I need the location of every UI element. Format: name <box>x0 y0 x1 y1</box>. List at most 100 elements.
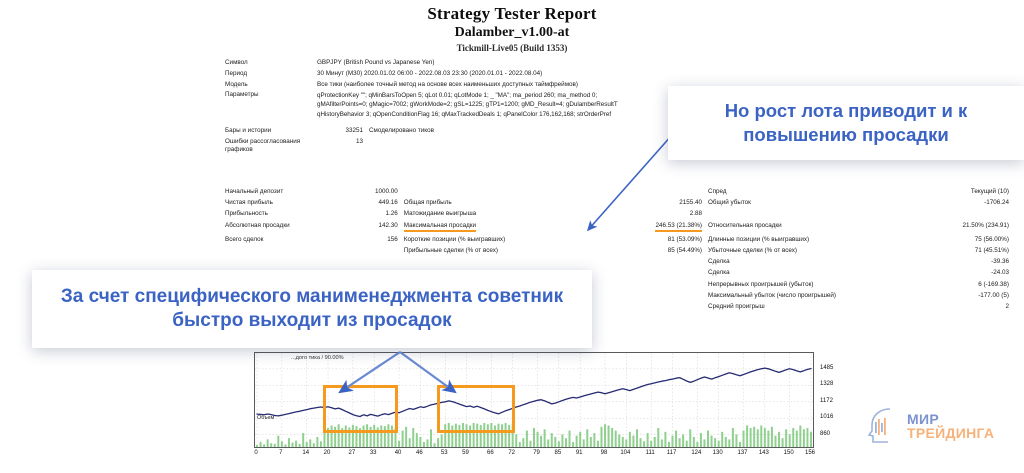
stat-label-profit-trades: Прибыльные сделки (% от всех) <box>403 247 498 255</box>
x-tick-label: 53 <box>440 450 448 456</box>
y-tick-label: 1485 <box>820 364 834 371</box>
y-tick-label: 1016 <box>820 414 834 421</box>
info-label-ticks: Смоделировано тиков <box>369 127 434 135</box>
table-row: Параметры qProtectionKey ""; qMinBarsToO… <box>222 90 882 120</box>
stat-label-average-loss: Средний проигрыш <box>708 302 765 310</box>
stat-label-maximal-loss: Максимальный убыток (число проигрышей) <box>708 291 837 299</box>
logo-line-1: МИР <box>907 410 939 427</box>
stat-label-long-positions: Длинные позиции (% выигравших) <box>708 235 810 243</box>
table-row: Абсолютная просадки 142.30 Максимальная … <box>222 220 1012 234</box>
report-title: Strategy Tester Report <box>427 4 597 23</box>
stat-value-trade-2: -24.03 <box>991 269 1009 277</box>
x-tick-label: 14 <box>302 450 310 456</box>
stat-label-total-trades: Всего сделок <box>225 235 264 243</box>
table-row: Ошибки рассогласования графиков 13 <box>222 137 882 155</box>
stat-value-net-profit: 449.16 <box>378 199 398 207</box>
annotation-callout-left: За счет специфического манименеджмента с… <box>32 270 592 348</box>
stat-label-spread: Спред <box>708 188 727 196</box>
stat-label-blank-5 <box>222 245 337 256</box>
x-tick-label: 7 <box>279 450 283 456</box>
logo-text: МИР ТРЕЙДИНГА <box>907 410 995 441</box>
chart-plot-area: ...дого тика / 90.00% Объем <box>254 352 814 448</box>
table-row: Сделка -39.36 <box>222 256 1012 267</box>
maximal-drawdown-value: 246.53 (21.38%) <box>655 222 703 232</box>
info-label-symbol: Символ <box>225 59 248 67</box>
info-label-model: Модель <box>225 80 248 88</box>
head-profile-icon <box>867 408 891 443</box>
info-label-errors: Ошибки рассогласования графиков <box>225 138 301 153</box>
chart-x-axis: 0 7 14 20 27 33 40 46 53 59 66 72 79 85 91 98 104 111 117 1… <box>254 449 816 463</box>
stat-label-initial-deposit: Начальный депозит <box>225 188 284 196</box>
stat-value-profit-trades: 85 (54.49%) <box>667 247 703 255</box>
stat-value-long-positions: 75 (56.00%) <box>974 235 1009 243</box>
x-tick-label: 59 <box>462 450 469 456</box>
stat-label-maximal-drawdown: Максимальная просадки <box>401 220 601 234</box>
params-line-3: qHistoryBehavior 3; qOpenConditionFlag 1… <box>317 110 612 118</box>
logo-line-2: ТРЕЙДИНГА <box>907 425 995 441</box>
table-row: Непрерывных проигрышей (убыток) 6 (-169.… <box>222 279 1012 290</box>
info-value-params: qProtectionKey ""; qMinBarsToOpen 5; qLo… <box>314 90 882 120</box>
chart-canvas <box>255 353 813 447</box>
chart-y-axis: 860 1016 1172 1328 1485 <box>818 352 852 448</box>
table-row: Средний проигрыш 2 <box>222 301 1012 312</box>
stat-value-blank-9b <box>601 290 705 301</box>
stat-value-gross-loss: -1706.24 <box>984 199 1009 207</box>
info-label-period: Период <box>225 70 248 78</box>
stat-value-consecutive-losses: 6 (-169.38) <box>978 280 1009 288</box>
stat-value-trade-1: -39.36 <box>991 258 1009 266</box>
table-row: Символ GBPJPY (British Pound vs Japanese… <box>222 58 882 69</box>
x-tick-label: 66 <box>487 450 494 456</box>
stat-label-gross-profit: Общая прибыль <box>403 199 452 207</box>
stat-label-blank-6 <box>222 256 337 267</box>
table-row: Чистая прибыль 449.16 Общая прибыль 2155… <box>222 197 1012 208</box>
table-row: Начальный депозит 1000.00 Спред Текущий … <box>222 186 1012 197</box>
stat-value-blank-8b <box>601 279 705 290</box>
y-tick-label: 1328 <box>820 381 834 388</box>
stat-label-net-profit: Чистая прибыль <box>225 199 273 207</box>
stat-label-absolute-drawdown: Абсолютная просадки <box>225 221 290 229</box>
stat-value-maximal-loss: -177.00 (5) <box>978 291 1009 299</box>
table-row: Прибыльные сделки (% от всех) 85 (54.49%… <box>222 245 1012 256</box>
x-tick-label: 91 <box>575 450 583 456</box>
info-label-params: Параметры <box>225 91 259 99</box>
table-row: Всего сделок 156 Короткие позиции (% выи… <box>222 234 1012 245</box>
x-tick-label: 156 <box>804 450 816 456</box>
stat-value-blank-5 <box>337 245 401 256</box>
report-header: Strategy Tester Report Dalamber_v1.00-at… <box>0 0 1024 53</box>
stat-label-trade-2: Сделка <box>708 269 730 277</box>
x-tick-label: 46 <box>416 450 423 456</box>
x-tick-label: 104 <box>620 450 631 456</box>
stat-value-blank-0 <box>601 186 705 197</box>
info-label-bars: Бары и истории <box>225 127 272 135</box>
y-tick-label: 1172 <box>820 397 833 404</box>
report-server: Tickmill-Live05 (Build 1353) <box>456 43 568 53</box>
stat-value-blank-6b <box>601 256 705 267</box>
table-row: Максимальный убыток (число проигрышей) -… <box>222 290 1012 301</box>
stat-value-maximal-drawdown: 246.53 (21.38%) <box>601 220 705 234</box>
stat-label-profit-factor: Прибыльность <box>225 210 268 218</box>
x-tick-label: 79 <box>533 450 540 456</box>
site-watermark-logo: МИР ТРЕЙДИНГА <box>866 406 994 446</box>
info-value-period: 30 Минут (M30) 2020.01.02 06:00 - 2022.0… <box>317 70 543 78</box>
chart-volume-label: Объем <box>257 415 275 421</box>
stat-label-blank-0 <box>401 186 601 197</box>
stat-value-average-loss: 2 <box>1005 302 1009 310</box>
stat-value-total-trades: 156 <box>387 235 398 243</box>
stat-value-profit-factor: 1.26 <box>385 210 398 218</box>
maximal-drawdown-text: Максимальная просадки <box>403 222 477 232</box>
x-tick-label: 20 <box>323 450 331 456</box>
stat-label-relative-drawdown: Относительная просадки <box>708 221 782 229</box>
stat-value-relative-drawdown: 21.50% (234.91) <box>962 221 1009 229</box>
table-row: Прибыльность 1.26 Матожидание выигрыша 2… <box>222 208 1012 219</box>
stat-label-expected-payoff: Матожидание выигрыша <box>403 210 477 218</box>
stat-value-blank-10b <box>601 301 705 312</box>
info-value-errors: 13 <box>355 138 363 146</box>
stat-label-gross-loss: Общий убыток <box>708 199 751 207</box>
x-tick-label: 85 <box>554 450 562 456</box>
x-tick-label: 117 <box>666 450 677 456</box>
x-tick-label: 111 <box>645 450 655 456</box>
annotation-text-left: За счет специфического манименеджмента с… <box>60 285 564 331</box>
x-tick-label: 0 <box>254 450 258 456</box>
params-line-2: gMAfilterPoints=0; gMagic=7002; gWorkMod… <box>317 101 618 109</box>
